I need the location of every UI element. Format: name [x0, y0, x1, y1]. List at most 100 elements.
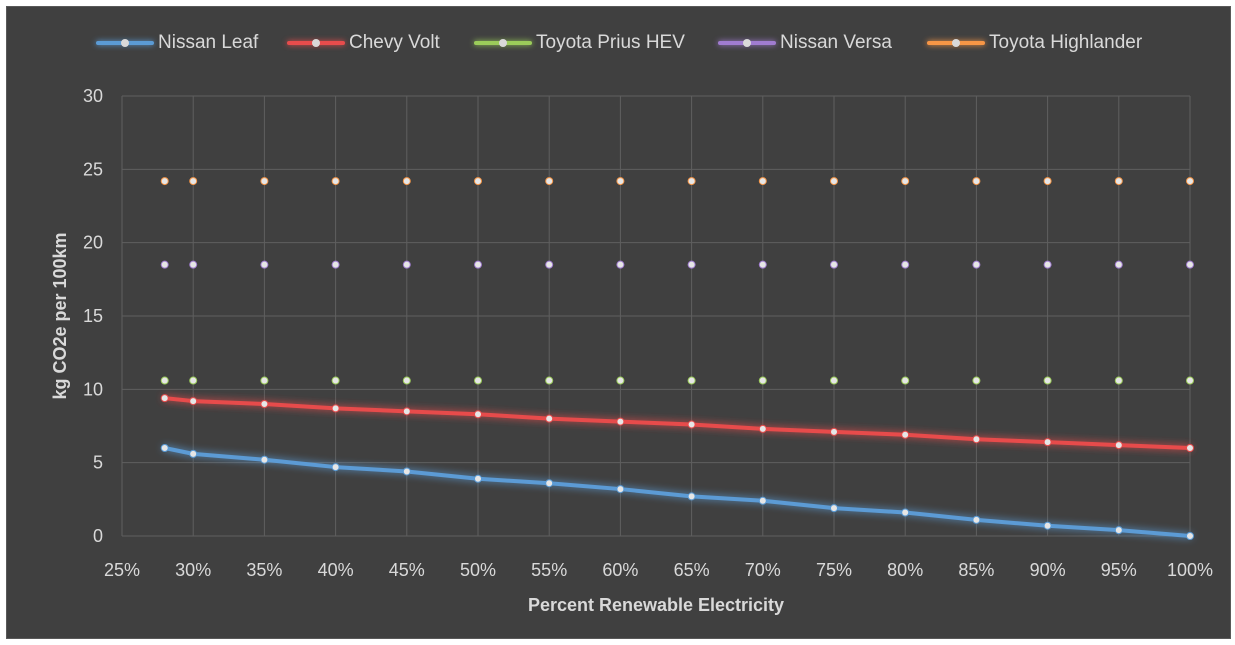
data-point-toyota-highlander	[616, 177, 625, 186]
legend-label-toyota-highlander: Toyota Highlander	[989, 32, 1143, 53]
data-point-nissan-versa	[160, 260, 169, 269]
legend-label-nissan-versa: Nissan Versa	[780, 32, 892, 53]
series-nissan-leaf	[160, 444, 1194, 540]
data-point-chevy-volt	[616, 417, 625, 426]
data-point-nissan-leaf	[260, 455, 269, 464]
series-line-chevy-volt	[162, 396, 1192, 450]
data-point-nissan-leaf	[901, 508, 910, 517]
chart-area	[6, 6, 1231, 639]
data-point-nissan-versa	[474, 260, 482, 269]
data-point-nissan-versa	[901, 260, 910, 269]
data-point-nissan-versa	[972, 260, 981, 269]
legend-label-nissan-leaf: Nissan Leaf	[158, 32, 259, 53]
series-toyota-prius-hev	[160, 376, 1194, 385]
data-point-toyota-highlander	[830, 177, 838, 186]
data-point-nissan-leaf	[830, 504, 838, 513]
data-point-nissan-leaf	[331, 463, 340, 472]
data-point-toyota-highlander	[260, 177, 269, 186]
data-point-toyota-prius-hev	[972, 376, 981, 385]
legend-label-chevy-volt: Chevy Volt	[349, 32, 440, 53]
data-point-nissan-versa	[260, 260, 269, 269]
legend-item-chevy-volt: Chevy Volt	[287, 28, 440, 58]
data-point-chevy-volt	[901, 430, 910, 439]
data-point-toyota-prius-hev	[1043, 376, 1052, 385]
x-tick-label: 90%	[1030, 560, 1066, 580]
data-point-toyota-highlander	[545, 177, 554, 186]
data-point-toyota-prius-hev	[331, 376, 340, 385]
data-point-toyota-prius-hev	[1186, 376, 1194, 385]
x-tick-label: 75%	[816, 560, 852, 580]
data-point-toyota-prius-hev	[545, 376, 554, 385]
legend-item-nissan-leaf: Nissan Leaf	[96, 28, 258, 58]
data-point-nissan-versa	[758, 260, 767, 269]
y-tick-label: 30	[83, 86, 103, 106]
data-point-toyota-prius-hev	[160, 376, 169, 385]
data-point-toyota-highlander	[1043, 177, 1052, 186]
y-tick-label: 15	[83, 306, 103, 326]
data-point-chevy-volt	[1114, 441, 1123, 450]
data-point-nissan-versa	[331, 260, 340, 269]
data-point-nissan-leaf	[972, 515, 981, 524]
data-point-toyota-prius-hev	[758, 376, 767, 385]
data-point-toyota-highlander	[189, 177, 198, 186]
legend-swatch-toyota-prius-hev	[474, 39, 532, 47]
data-point-toyota-highlander	[1114, 177, 1123, 186]
data-point-chevy-volt	[331, 404, 340, 413]
data-point-toyota-prius-hev	[616, 376, 625, 385]
y-axis-title: kg CO2e per 100km	[50, 232, 70, 399]
x-tick-label: 65%	[674, 560, 710, 580]
data-point-nissan-leaf	[402, 467, 411, 476]
data-point-nissan-leaf	[1186, 532, 1194, 540]
data-point-toyota-highlander	[1186, 177, 1194, 186]
data-point-nissan-leaf	[1114, 526, 1123, 535]
y-axis-ticks: 0 5 10 15 20 25 30	[83, 86, 103, 546]
data-point-chevy-volt	[1043, 438, 1052, 447]
series-lines	[160, 177, 1194, 540]
data-point-toyota-prius-hev	[402, 376, 411, 385]
x-tick-label: 50%	[460, 560, 496, 580]
y-tick-label: 5	[93, 453, 103, 473]
data-point-chevy-volt	[402, 407, 411, 416]
data-point-toyota-prius-hev	[1114, 376, 1123, 385]
legend-item-nissan-versa: Nissan Versa	[718, 28, 892, 58]
data-point-toyota-highlander	[402, 177, 411, 186]
series-toyota-highlander	[160, 177, 1194, 186]
x-tick-label: 80%	[887, 560, 923, 580]
data-point-nissan-versa	[402, 260, 411, 269]
x-axis-title: Percent Renewable Electricity	[528, 595, 784, 615]
data-point-toyota-prius-hev	[474, 376, 482, 385]
legend-item-toyota-prius-hev: Toyota Prius HEV	[474, 28, 685, 58]
legend-swatch-nissan-versa	[718, 39, 776, 47]
data-point-toyota-prius-hev	[189, 376, 198, 385]
data-point-chevy-volt	[687, 420, 696, 429]
series-nissan-versa	[160, 260, 1194, 269]
data-point-chevy-volt	[1186, 444, 1194, 452]
data-point-nissan-versa	[830, 260, 838, 269]
data-point-chevy-volt	[830, 427, 838, 436]
data-point-toyota-prius-hev	[687, 376, 696, 385]
x-axis-ticks: 25% 30% 35% 40% 45% 50% 55% 60% 65% 70% 75% 80% 85% 9…	[104, 560, 1213, 580]
data-point-toyota-highlander	[972, 177, 981, 186]
legend: Nissan Leaf Chevy Volt Toyota Prius HEV …	[0, 28, 1235, 58]
data-point-nissan-leaf	[160, 444, 169, 452]
series-line-nissan-leaf	[162, 446, 1192, 538]
data-point-nissan-versa	[1186, 260, 1194, 269]
data-point-nissan-leaf	[545, 479, 554, 488]
data-point-toyota-prius-hev	[901, 376, 910, 385]
legend-label-toyota-prius-hev: Toyota Prius HEV	[536, 32, 685, 53]
data-point-chevy-volt	[160, 394, 169, 403]
data-point-nissan-versa	[545, 260, 554, 269]
data-point-toyota-highlander	[160, 177, 169, 186]
x-tick-label: 40%	[318, 560, 354, 580]
data-point-toyota-highlander	[474, 177, 482, 186]
data-point-nissan-versa	[1043, 260, 1052, 269]
series-chevy-volt	[160, 394, 1194, 452]
x-tick-label: 55%	[531, 560, 567, 580]
x-tick-label: 85%	[958, 560, 994, 580]
data-point-nissan-versa	[687, 260, 696, 269]
data-point-toyota-highlander	[758, 177, 767, 186]
data-point-nissan-leaf	[474, 474, 482, 483]
data-point-nissan-leaf	[189, 449, 198, 458]
gridlines	[121, 95, 1191, 537]
data-point-toyota-prius-hev	[830, 376, 838, 385]
